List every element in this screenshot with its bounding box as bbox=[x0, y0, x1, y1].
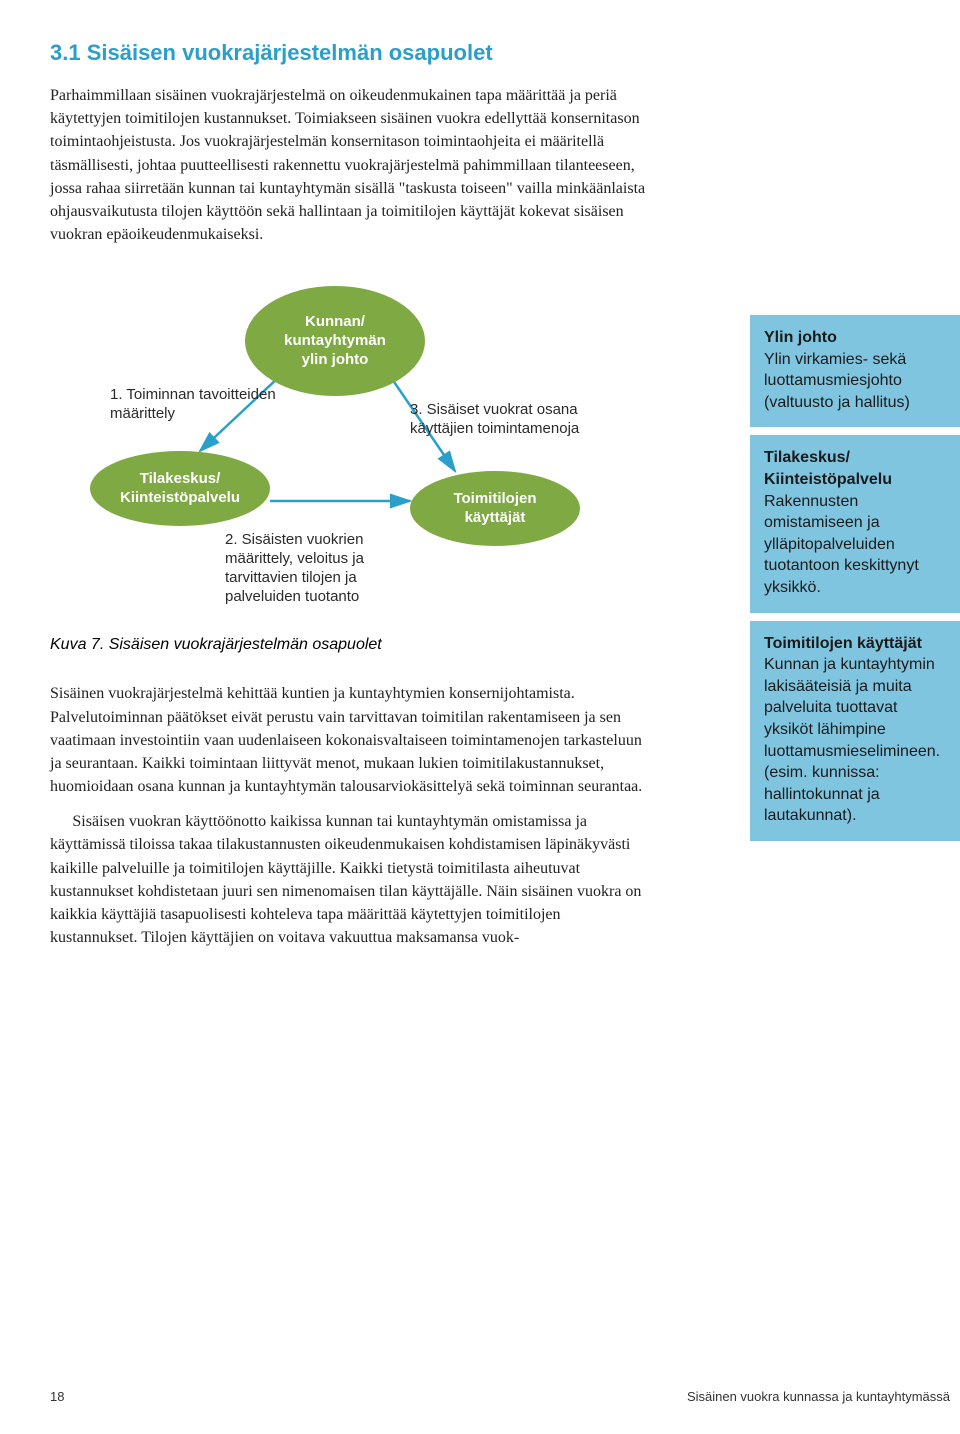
sidebar-box-1-title: Ylin johto bbox=[764, 329, 837, 346]
sidebar-box-1-body: Ylin virkamies- sekä luottamusmiesjohto … bbox=[764, 351, 910, 411]
paragraph-3: Sisäisen vuokran käyttöönotto kaikissa k… bbox=[50, 810, 650, 949]
sidebar-box-2: Tilakeskus/Kiinteistöpalvelu Rakennusten… bbox=[750, 435, 960, 612]
diagram-label-1: 1. Toiminnan tavoitteiden määrittely bbox=[110, 386, 276, 424]
diagram-label-3: 3. Sisäiset vuokrat osana käyttäjien toi… bbox=[410, 401, 579, 439]
diagram-label-2: 2. Sisäisten vuokrienmäärittely, veloitu… bbox=[225, 531, 364, 606]
diagram-node-top: Kunnan/kuntayhtymänylin johto bbox=[245, 286, 425, 396]
sidebar-box-1: Ylin johto Ylin virkamies- sekä luottamu… bbox=[750, 315, 960, 427]
sidebar-box-3: Toimitilojen käyttäjät Kunnan ja kuntayh… bbox=[750, 621, 960, 841]
page-footer: 18 Sisäinen vuokra kunnassa ja kuntayhty… bbox=[50, 1389, 960, 1404]
diagram-node-left: Tilakeskus/Kiinteistöpalvelu bbox=[90, 451, 270, 526]
paragraph-1: Parhaimmillaan sisäinen vuokrajärjestelm… bbox=[50, 84, 650, 246]
sidebar-box-2-body: Rakennusten omistamiseen ja ylläpitopalv… bbox=[764, 493, 919, 596]
sidebar-box-3-body: Kunnan ja kuntayhtymin lakisääteisiä ja … bbox=[764, 656, 940, 824]
diagram-node-right: Toimitilojenkäyttäjät bbox=[410, 471, 580, 546]
sidebar: Ylin johto Ylin virkamies- sekä luottamu… bbox=[750, 315, 960, 849]
paragraph-2: Sisäinen vuokrajärjestelmä kehittää kunt… bbox=[50, 682, 650, 798]
diagram: Kunnan/kuntayhtymänylin johto Tilakeskus… bbox=[50, 276, 650, 626]
section-heading: 3.1 Sisäisen vuokrajärjestelmän osapuole… bbox=[50, 40, 650, 66]
sidebar-box-3-title: Toimitilojen käyttäjät bbox=[764, 635, 922, 652]
figure-caption: Kuva 7. Sisäisen vuokrajärjestelmän osap… bbox=[50, 636, 650, 654]
footer-text: Sisäinen vuokra kunnassa ja kuntayhtymäs… bbox=[687, 1389, 960, 1404]
page-number: 18 bbox=[50, 1389, 64, 1404]
sidebar-box-2-title: Tilakeskus/Kiinteistöpalvelu bbox=[764, 449, 892, 488]
